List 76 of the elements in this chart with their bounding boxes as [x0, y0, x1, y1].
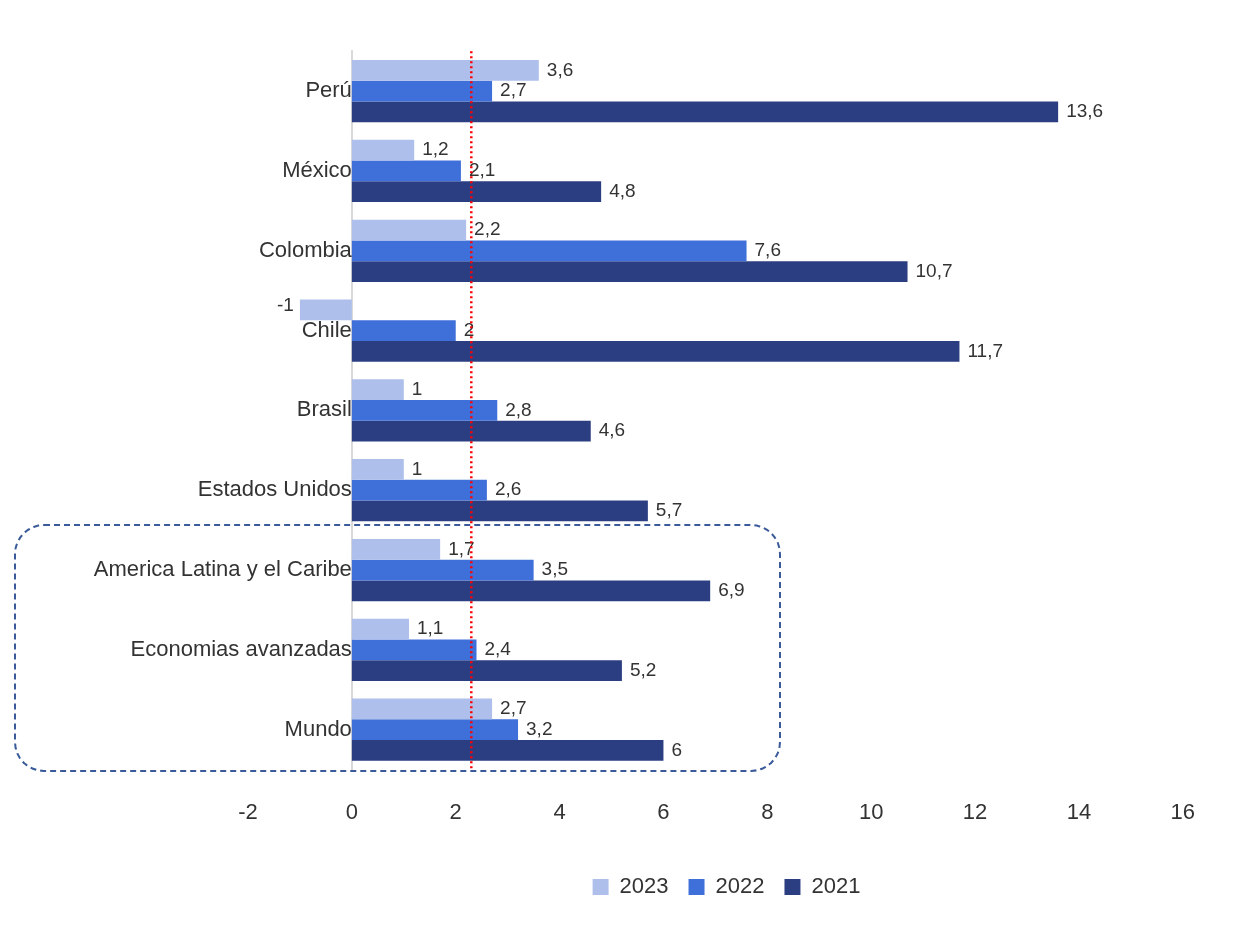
bar [299, 299, 352, 321]
data-label: 5,7 [655, 499, 683, 521]
bar [351, 580, 711, 602]
data-label: 2,6 [494, 478, 522, 500]
y-tick-label: Brasil [296, 396, 352, 422]
data-label: 3,6 [546, 58, 574, 80]
data-label: 2,2 [474, 218, 501, 240]
bar [351, 500, 648, 522]
x-tick-label: 14 [1066, 798, 1092, 824]
x-tick-label: 12 [962, 798, 988, 824]
data-label: 6,9 [718, 579, 745, 601]
data-label: 5,2 [629, 658, 657, 680]
data-label: 1,1 [416, 617, 444, 639]
data-label: 13,6 [1066, 100, 1104, 122]
legend-label: 2021 [811, 873, 861, 899]
y-tick-label: Economias avanzadas [130, 635, 352, 661]
bar [351, 479, 487, 501]
data-label: 3,5 [541, 558, 569, 580]
data-label: 2,7 [500, 79, 527, 101]
y-tick-label: México [282, 157, 352, 182]
data-label: 1,7 [448, 537, 475, 559]
bar [351, 101, 1059, 123]
bar [351, 400, 498, 421]
bar [351, 261, 908, 282]
bar [351, 420, 591, 442]
bar [351, 719, 519, 741]
data-label: 10,7 [915, 259, 953, 281]
bar [351, 618, 409, 640]
data-label: 7,6 [754, 238, 781, 260]
bar [351, 698, 493, 720]
bar [351, 639, 477, 661]
bar [351, 559, 534, 581]
bar [351, 740, 664, 761]
bar [351, 660, 622, 681]
y-tick-label: Estados Unidos [197, 476, 352, 502]
bar [351, 379, 404, 401]
y-tick-label: America Latina y el Caribe [93, 556, 352, 582]
bar [351, 80, 493, 102]
data-label: 2 [463, 318, 475, 340]
data-label: 6 [671, 738, 683, 760]
data-label: 4,8 [609, 179, 636, 201]
data-label: 1,2 [422, 138, 449, 160]
bar [351, 538, 441, 560]
bar [351, 160, 461, 182]
x-tick-label: 10 [858, 798, 884, 824]
bar [351, 59, 539, 81]
data-label: 11,7 [967, 339, 1004, 361]
bar [351, 139, 415, 161]
legend-label: 2022 [715, 873, 765, 899]
data-label: 1 [411, 457, 423, 479]
y-tick-label: Colombia [258, 236, 353, 262]
bar [351, 181, 602, 203]
x-tick-label: 16 [1170, 798, 1196, 824]
data-label: 1 [411, 377, 423, 399]
data-label: 4,6 [598, 419, 626, 441]
data-label: -1 [277, 294, 294, 316]
legend-label: 2023 [619, 873, 669, 899]
y-tick-label: Perú [305, 77, 352, 103]
x-tick-label: 0 [345, 798, 358, 824]
x-tick-label: 2 [449, 798, 462, 824]
x-tick-label: 8 [761, 798, 774, 824]
bar [351, 219, 467, 241]
data-label: 2,1 [468, 159, 496, 181]
x-tick-label: 6 [657, 798, 670, 824]
y-tick-label: Mundo [284, 715, 352, 741]
bar [351, 340, 960, 362]
bar [351, 320, 456, 341]
data-label: 2,7 [500, 697, 527, 719]
bar [351, 459, 404, 480]
x-tick-label: 4 [553, 798, 566, 824]
data-label: 2,8 [505, 398, 532, 420]
bar [351, 240, 747, 262]
x-tick-label: -2 [238, 798, 258, 824]
data-label: 2,4 [484, 638, 512, 660]
data-label: 3,2 [526, 717, 553, 739]
y-tick-label: Chile [301, 316, 352, 342]
